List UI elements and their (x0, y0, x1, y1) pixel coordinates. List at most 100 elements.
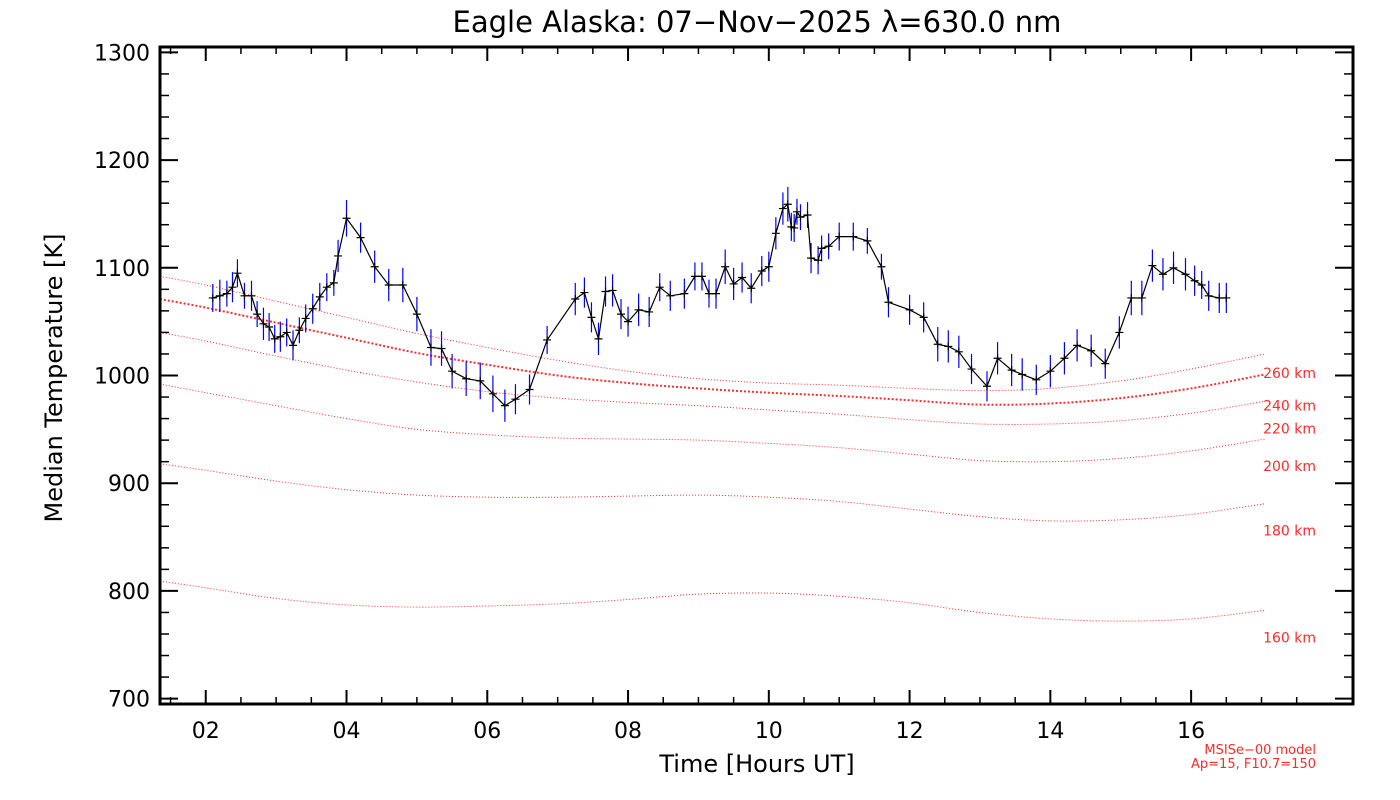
data-point (448, 367, 457, 376)
data-point (500, 401, 509, 410)
data-point (476, 376, 485, 385)
y-tick-label: 900 (108, 472, 150, 497)
data-point (790, 223, 799, 232)
data-point (412, 310, 421, 319)
data-point (282, 328, 291, 337)
x-tick-label: 16 (1177, 719, 1205, 744)
data-point (208, 293, 217, 302)
data-point (1018, 370, 1027, 379)
data-point (747, 284, 756, 293)
data-point (721, 262, 730, 271)
data-point (944, 342, 953, 351)
data-point (967, 365, 976, 374)
data-point (954, 347, 963, 356)
data-point (543, 335, 552, 344)
data-point (1115, 328, 1124, 337)
data-point (426, 343, 435, 352)
data-point (1158, 270, 1167, 279)
data-point (905, 305, 914, 314)
data-point (817, 244, 826, 253)
data-point (617, 310, 626, 319)
data-point (608, 286, 617, 295)
model-curve-180km (159, 463, 1266, 522)
data-point (259, 319, 268, 328)
data-point (240, 291, 249, 300)
data-point (253, 310, 262, 319)
model-curve-160km (159, 580, 1266, 622)
data-point (1181, 270, 1190, 279)
data-point (738, 273, 747, 282)
model-curve-labels: 160 km 180 km 200 km 220 km 240 km 260 km (1263, 366, 1316, 646)
measurement-line (212, 203, 1227, 407)
data-point (993, 354, 1002, 363)
data-point (1032, 375, 1041, 384)
data-point (666, 291, 675, 300)
model-curves (159, 275, 1266, 622)
data-point (634, 305, 643, 314)
data-point (398, 281, 407, 290)
x-tick-label: 06 (473, 719, 501, 744)
model-curve-label: 180 km (1263, 524, 1316, 540)
data-point (807, 254, 816, 263)
data-point (690, 272, 699, 281)
x-tick-label: 04 (333, 719, 361, 744)
data-point (594, 334, 603, 343)
data-point (712, 289, 721, 298)
y-axis-label: Median Temperature [K] (40, 233, 68, 522)
x-tick-label: 02 (192, 719, 220, 744)
data-point (803, 211, 812, 220)
data-point (1222, 293, 1231, 302)
y-tick-label: 1200 (94, 149, 150, 174)
x-axis: 02 04 06 08 10 12 14 16 (169, 47, 1298, 744)
data-point (877, 262, 886, 271)
data-point (437, 344, 446, 353)
data-point (1127, 293, 1136, 302)
data-point (771, 229, 780, 238)
x-axis-label: Time [Hours UT] (658, 750, 854, 778)
data-point (1169, 263, 1178, 272)
x-tick-label: 10 (755, 719, 783, 744)
data-point (329, 278, 338, 287)
data-point (356, 233, 365, 242)
data-point (215, 291, 224, 300)
plot-frame (158, 45, 1355, 706)
data-point (1190, 276, 1199, 285)
measurement-series (208, 200, 1231, 410)
data-point (462, 374, 471, 383)
data-point (863, 236, 872, 245)
model-curve-200km (159, 383, 1266, 463)
data-point (849, 232, 858, 241)
data-point (228, 283, 237, 292)
data-point (624, 317, 633, 326)
model-params-note: Ap=15, F10.7=150 (1191, 757, 1316, 772)
data-point (919, 313, 928, 322)
data-point (1060, 354, 1069, 363)
data-point (757, 267, 766, 276)
data-point (1073, 341, 1082, 350)
data-point (587, 313, 596, 322)
data-point (1087, 346, 1096, 355)
data-point (884, 298, 893, 307)
x-tick-label: 14 (1036, 719, 1064, 744)
data-point (1137, 293, 1146, 302)
model-curve-220km (159, 331, 1266, 425)
data-point (247, 291, 256, 300)
data-point (983, 382, 992, 391)
data-point (814, 256, 823, 265)
x-tick-label: 08 (614, 719, 642, 744)
y-tick-label: 800 (108, 580, 150, 605)
data-point (1204, 291, 1213, 300)
data-point (1046, 367, 1055, 376)
data-point (1007, 366, 1016, 375)
data-point (1215, 293, 1224, 302)
y-axis: 700 800 900 1000 1100 1200 1300 (94, 41, 1353, 713)
x-tick-label: 12 (896, 719, 924, 744)
data-point (289, 341, 298, 350)
data-point (933, 340, 942, 349)
data-point (315, 292, 324, 301)
data-point (783, 200, 792, 209)
data-point (265, 323, 274, 332)
data-point (792, 207, 801, 216)
data-point (655, 283, 664, 292)
